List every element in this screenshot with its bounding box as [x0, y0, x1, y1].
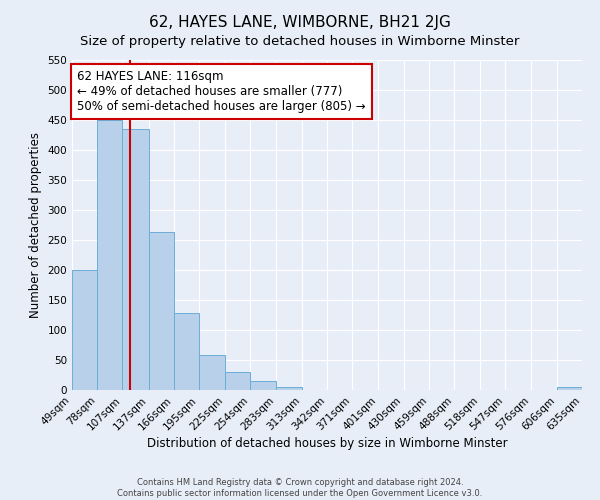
- Y-axis label: Number of detached properties: Number of detached properties: [29, 132, 42, 318]
- Bar: [199, 355, 225, 390]
- Bar: [122, 129, 149, 390]
- Text: Contains HM Land Registry data © Crown copyright and database right 2024.
Contai: Contains HM Land Registry data © Crown c…: [118, 478, 482, 498]
- Bar: [174, 313, 199, 390]
- Text: 62 HAYES LANE: 116sqm
← 49% of detached houses are smaller (777)
50% of semi-det: 62 HAYES LANE: 116sqm ← 49% of detached …: [77, 70, 366, 113]
- Bar: [250, 381, 275, 390]
- X-axis label: Distribution of detached houses by size in Wimborne Minster: Distribution of detached houses by size …: [146, 438, 508, 450]
- Bar: [72, 270, 97, 390]
- Text: 62, HAYES LANE, WIMBORNE, BH21 2JG: 62, HAYES LANE, WIMBORNE, BH21 2JG: [149, 15, 451, 30]
- Bar: [557, 387, 582, 390]
- Bar: [275, 387, 302, 390]
- Bar: [225, 372, 250, 390]
- Bar: [97, 120, 122, 390]
- Text: Size of property relative to detached houses in Wimborne Minster: Size of property relative to detached ho…: [80, 35, 520, 48]
- Bar: [149, 232, 174, 390]
